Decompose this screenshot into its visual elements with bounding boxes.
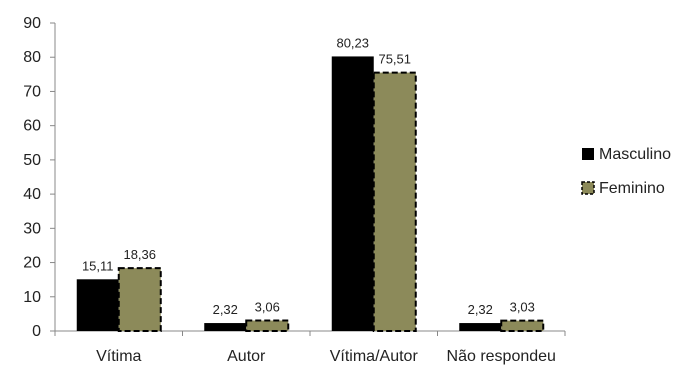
x-category-label: Vítima/Autor [330, 348, 419, 365]
y-tick-label: 10 [23, 289, 41, 306]
legend-swatch-masculino [582, 148, 594, 160]
legend-label-feminino: Feminino [599, 180, 665, 197]
y-tick-label: 30 [23, 220, 41, 237]
x-category-label: Vítima [96, 348, 141, 365]
legend-label-masculino: Masculino [599, 146, 671, 163]
bar-feminino-2 [372, 71, 417, 332]
bar-masculino-0 [76, 279, 119, 331]
y-tick-label: 40 [23, 186, 41, 203]
bar-feminino-3 [500, 319, 545, 333]
data-label: 75,51 [378, 52, 411, 67]
legend-swatch-feminino [581, 181, 595, 195]
bar-feminino-1 [245, 319, 290, 333]
data-label: 2,32 [213, 302, 238, 317]
chart-axes: 0 10 20 30 40 50 60 70 80 90 Vítima Autor Vítima/Aut… [23, 15, 566, 365]
data-label: 80,23 [336, 35, 369, 50]
x-category-label: Autor [227, 348, 266, 365]
y-tick-label: 90 [23, 15, 41, 32]
chart-bars: 15,11 18,36 2,32 3,06 80,23 75,51 2,32 3,03 [76, 35, 545, 333]
y-tick-label: 20 [23, 255, 41, 272]
bar-masculino-3 [459, 323, 502, 331]
data-label: 18,36 [123, 247, 156, 262]
bar-masculino-2 [331, 56, 374, 331]
data-label: 3,03 [510, 300, 535, 315]
y-tick-label: 50 [23, 152, 41, 169]
data-label: 2,32 [468, 302, 493, 317]
y-tick-label: 70 [23, 83, 41, 100]
bar-masculino-1 [204, 323, 247, 331]
bar-feminino-0 [117, 267, 162, 332]
x-category-label: Não respondeu [447, 348, 556, 365]
y-tick-label: 0 [32, 323, 41, 340]
data-label: 15,11 [82, 258, 114, 273]
chart-legend: Masculino Feminino [581, 146, 671, 197]
data-label: 3,06 [255, 300, 280, 315]
y-tick-label: 80 [23, 49, 41, 66]
y-tick-label: 60 [23, 118, 41, 135]
